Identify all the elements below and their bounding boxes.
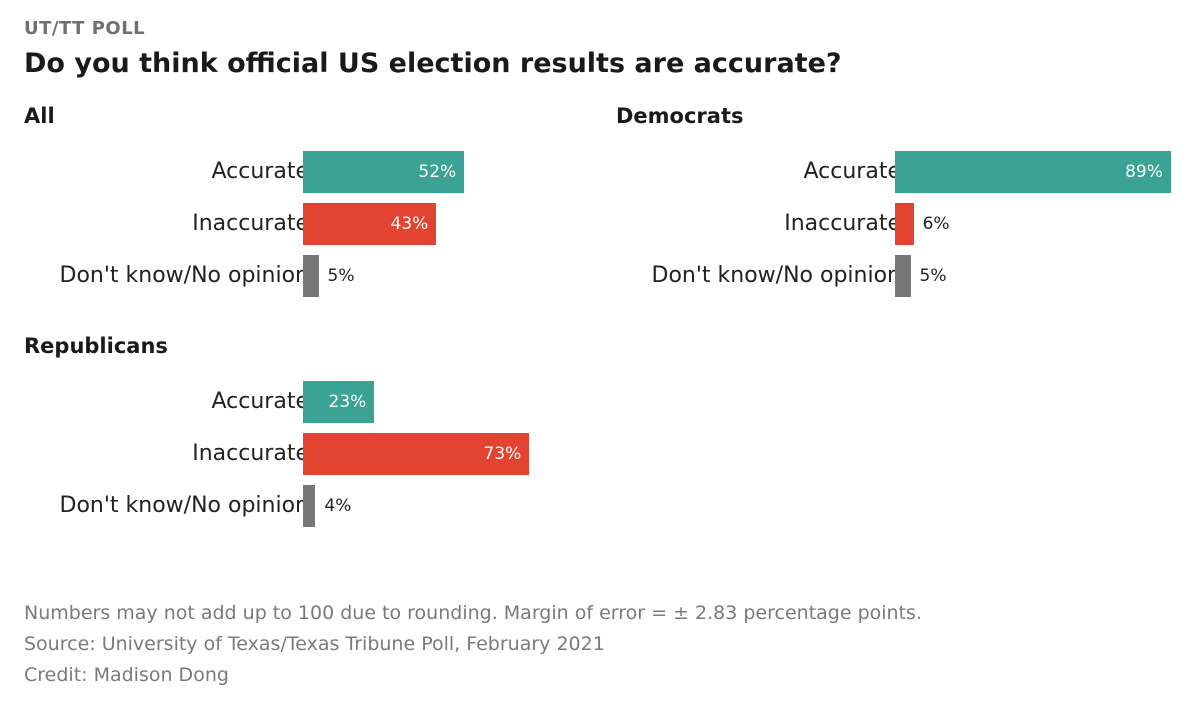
panel-republicans: Republicans Accurate 23% Inaccurate 73% Don't…	[24, 334, 604, 534]
bar-accurate	[303, 151, 465, 193]
data-label: 6%	[922, 214, 950, 234]
category-label: Inaccurate	[192, 441, 309, 466]
note-credit: Credit: Madison Dong	[24, 664, 229, 686]
chart-kicker: UT/TT POLL	[24, 18, 146, 39]
bar-inaccurate	[303, 203, 437, 245]
bar-don-t-know-no-opinion	[303, 485, 316, 527]
bar-row-don-t-know-no-opinion: Don't know/No opinion 4%	[24, 485, 604, 527]
bar-row-don-t-know-no-opinion: Don't know/No opinion 5%	[24, 255, 604, 297]
panel-all: All Accurate 52% Inaccurate 43% Don't know/No…	[24, 104, 604, 304]
data-label: 89%	[1125, 162, 1163, 182]
bar-accurate	[895, 151, 1171, 193]
category-label: Accurate	[211, 159, 310, 184]
chart-notes: Numbers may not add up to 100 due to rou…	[24, 598, 922, 691]
data-label: 73%	[483, 444, 522, 464]
panel-title: Democrats	[616, 104, 744, 128]
bar-inaccurate	[303, 433, 530, 475]
note-rounding: Numbers may not add up to 100 due to rou…	[24, 602, 922, 624]
category-label: Inaccurate	[192, 211, 309, 236]
chart-title: Do you think official US election result…	[24, 48, 842, 79]
category-label: Accurate	[803, 159, 902, 184]
category-label: Accurate	[211, 389, 310, 414]
data-label: 43%	[390, 214, 429, 234]
bar-don-t-know-no-opinion	[303, 255, 319, 297]
data-label: 5%	[327, 266, 355, 286]
data-label: 23%	[328, 392, 367, 412]
category-label: Don't know/No opinion	[59, 493, 309, 518]
bar-row-don-t-know-no-opinion: Don't know/No opinion 5%	[616, 255, 1196, 297]
category-label: Inaccurate	[784, 211, 901, 236]
bar-don-t-know-no-opinion	[895, 255, 911, 297]
bar-accurate	[303, 381, 375, 423]
bar-row-inaccurate: Inaccurate 43%	[24, 203, 604, 245]
data-label: 4%	[324, 496, 352, 516]
panel-title: All	[24, 104, 55, 128]
data-label: 52%	[418, 162, 457, 182]
category-label: Don't know/No opinion	[651, 263, 901, 288]
bar-row-accurate: Accurate 52%	[24, 151, 604, 193]
note-source: Source: University of Texas/Texas Tribun…	[24, 633, 605, 655]
data-label: 5%	[919, 266, 947, 286]
bar-inaccurate	[895, 203, 914, 245]
bar-row-inaccurate: Inaccurate 73%	[24, 433, 604, 475]
bar-row-accurate: Accurate 89%	[616, 151, 1196, 193]
category-label: Don't know/No opinion	[59, 263, 309, 288]
bar-row-accurate: Accurate 23%	[24, 381, 604, 423]
panel-democrats: Democrats Accurate 89% Inaccurate 6% Don't kn…	[616, 104, 1196, 304]
bar-row-inaccurate: Inaccurate 6%	[616, 203, 1196, 245]
panel-title: Republicans	[24, 334, 168, 358]
